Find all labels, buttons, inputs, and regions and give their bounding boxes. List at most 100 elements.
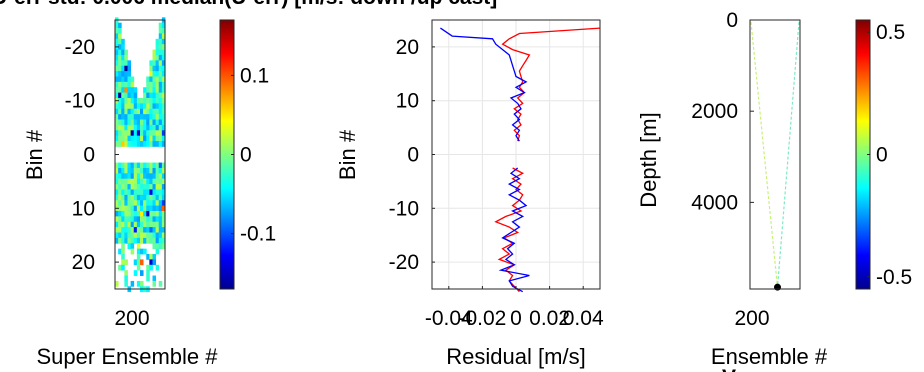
heatmap-cell — [130, 76, 135, 83]
heatmap-cell — [143, 98, 147, 104]
heatmap-cell — [133, 237, 138, 244]
heatmap-cell — [130, 124, 135, 131]
residual-ytick-label: 20 — [396, 36, 419, 59]
heatmap-cell — [136, 200, 141, 207]
heatmap-cell — [127, 189, 132, 196]
heatmap-cell — [146, 194, 150, 201]
heatmap-cell — [130, 162, 135, 169]
heatmap-cell — [152, 76, 157, 83]
heatmap-cell — [143, 216, 147, 223]
heatmap-cell — [152, 49, 157, 56]
heatmap-cell — [149, 178, 153, 185]
heatmap-cell — [118, 227, 122, 233]
heatmap-cell — [133, 227, 138, 233]
heatmap-cell — [130, 200, 135, 207]
heatmap-cell — [136, 216, 141, 223]
colorbar-tick-label: -0.1 — [240, 223, 276, 246]
heatmap-cell — [161, 205, 166, 212]
heatmap-cell — [118, 221, 122, 228]
heatmap-cell — [121, 103, 125, 110]
heatmap-cell — [158, 173, 163, 180]
heatmap-cell — [118, 28, 122, 34]
heatmap-cell — [130, 205, 135, 212]
heatmap-cell — [152, 87, 157, 94]
series-line-blue — [498, 167, 530, 293]
heatmap-cell — [158, 205, 163, 212]
heatmap-cell — [149, 210, 153, 217]
heatmap-cell — [130, 167, 135, 174]
heatmap-cell — [140, 98, 144, 104]
heatmap-cell — [140, 194, 144, 201]
heatmap-cell — [115, 237, 119, 244]
heatmap-cell — [140, 259, 144, 266]
heatmap-cell — [149, 173, 153, 180]
heatmap-cell — [133, 130, 138, 137]
heatmap-cell — [158, 141, 163, 147]
heatmap-cell — [118, 103, 122, 110]
heatmap-cell — [155, 54, 160, 61]
heatmap-cell — [124, 49, 128, 56]
heatmap-cell — [118, 44, 122, 50]
residual-xtick-label: -0.04 — [425, 307, 473, 330]
heatmap-cell — [136, 227, 141, 233]
heatmap-cell — [133, 200, 138, 207]
heatmap-cell — [149, 119, 153, 126]
heatmap-cell — [118, 237, 122, 244]
heatmap-cell — [130, 221, 135, 228]
heatmap-cell — [127, 227, 132, 233]
heatmap-cell — [161, 98, 166, 104]
heatmap-cell — [115, 162, 119, 169]
heatmap-cell — [146, 173, 150, 180]
heatmap-cell — [124, 194, 128, 201]
colorbar-tick-label: 0.1 — [240, 64, 269, 87]
heatmap-cell — [124, 221, 128, 228]
heatmap-cell — [161, 54, 166, 61]
heatmap-cell — [121, 92, 125, 99]
heatmap-cell — [121, 178, 125, 185]
heatmap-cell — [124, 178, 128, 185]
heatmap-cell — [127, 92, 132, 99]
heatmap-cell — [140, 189, 144, 196]
heatmap-cell — [158, 87, 163, 94]
heatmap-cell — [121, 254, 125, 260]
heatmap-cell — [130, 98, 135, 104]
residual-ytick-label: 10 — [396, 90, 419, 113]
heatmap-cell — [115, 49, 119, 56]
heatmap-cell — [155, 189, 160, 196]
heatmap-cell — [161, 210, 166, 217]
heatmap-cell — [133, 216, 138, 223]
residual-ytick-label: -10 — [389, 197, 419, 220]
heatmap-cell — [121, 216, 125, 223]
heatmap-cell — [118, 114, 122, 120]
heatmap-cell — [158, 119, 163, 126]
heatmap-cell — [133, 103, 138, 110]
heatmap-cell — [158, 216, 163, 223]
heatmap-cell — [124, 141, 128, 147]
heatmap-cell — [127, 210, 132, 217]
heatmap-cell — [158, 221, 163, 228]
heatmap-cell — [143, 92, 147, 99]
heatmap-cell — [146, 119, 150, 126]
heatmap-cell — [161, 76, 166, 83]
depth-xtick-label: 200 — [734, 307, 769, 330]
heatmap-cell — [130, 189, 135, 196]
depth-ytick-label: 0 — [726, 9, 738, 32]
heatmap-cell — [146, 205, 150, 212]
heatmap-cell — [158, 22, 163, 29]
heatmap-cell — [158, 114, 163, 120]
heatmap-cell — [149, 141, 153, 147]
heatmap-cell — [149, 254, 153, 260]
heatmap-cell — [161, 162, 166, 169]
heatmap-cell — [149, 114, 153, 120]
heatmap-cell — [161, 135, 166, 142]
heatmap-cell — [143, 108, 147, 115]
depth-ytick-label: 2000 — [691, 100, 738, 123]
heatmap-cell — [146, 162, 150, 169]
heatmap-cell — [149, 92, 153, 99]
heatmap-cell — [161, 232, 166, 239]
heatmap-cell — [115, 184, 119, 190]
heatmap-cell — [143, 221, 147, 228]
heatmap-cell — [161, 124, 166, 131]
heatmap-cell — [130, 119, 135, 126]
heatmap-cell — [121, 210, 125, 217]
